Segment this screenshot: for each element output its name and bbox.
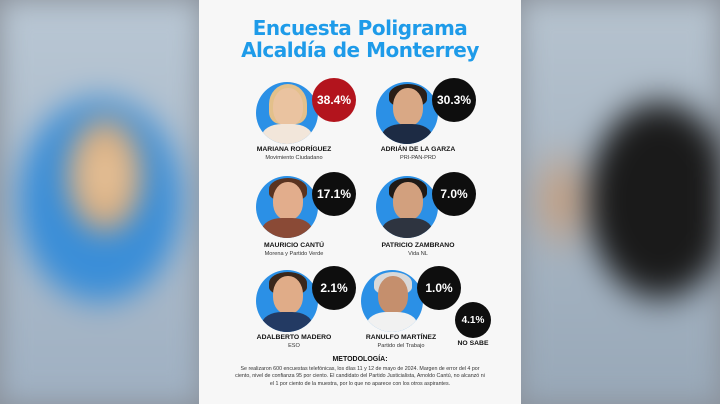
candidate-photo	[376, 176, 438, 238]
methodology-text: Se realizaron 600 encuestas telefónicas,…	[235, 366, 485, 387]
poster-title-line1: Encuesta Poligrama	[252, 16, 468, 40]
candidate-photo	[256, 82, 318, 144]
candidate-photo	[361, 270, 423, 332]
no-sabe-label: NO SABE	[457, 340, 489, 347]
candidate-card-mauricio: 17.1% MAURICIO CANTÚ Morena y Partido Ve…	[256, 170, 406, 280]
candidate-percent-badge: 38.4%	[312, 78, 356, 122]
candidate-name: PATRICIO ZAMBRANO	[381, 242, 455, 249]
candidate-card-adalberto: 2.1% ADALBERTO MADERO ESO	[256, 264, 406, 374]
blurred-background-left	[0, 0, 200, 404]
candidate-name: MARIANA RODRÍGUEZ	[256, 146, 332, 153]
poll-poster: Encuesta Poligrama Alcaldía de Monterrey…	[199, 0, 521, 404]
candidate-name: ADALBERTO MADERO	[256, 334, 332, 341]
candidate-percent-badge: 1.0%	[417, 266, 461, 310]
candidate-percent-badge: 30.3%	[432, 78, 476, 122]
candidate-party: Partido del Trabajo	[377, 343, 425, 349]
candidate-party: ESO	[288, 343, 300, 349]
blurred-background-right	[520, 0, 720, 404]
candidate-photo	[256, 270, 318, 332]
candidate-party: PRI-PAN-PRD	[400, 155, 436, 161]
candidate-photo	[376, 82, 438, 144]
candidate-percent-badge: 17.1%	[312, 172, 356, 216]
candidate-party: Morena y Partido Verde	[264, 251, 324, 257]
poster-title-line2: Alcaldía de Monterrey	[241, 38, 479, 62]
candidate-party: Movimiento Ciudadano	[265, 155, 323, 161]
candidate-name: RANULFO MARTÍNEZ	[365, 334, 437, 341]
candidate-party: Vida NL	[408, 251, 428, 257]
candidate-card-patricio: 7.0% PATRICIO ZAMBRANO Vida NL	[376, 170, 521, 280]
candidate-card-ranulfo: 1.0% RANULFO MARTÍNEZ Partido del Trabaj…	[361, 264, 511, 374]
candidate-photo	[256, 176, 318, 238]
no-sabe-percent-badge: 4.1%	[455, 302, 491, 338]
candidate-percent-badge: 7.0%	[432, 172, 476, 216]
candidate-percent-badge: 2.1%	[312, 266, 356, 310]
candidate-name: ADRIÁN DE LA GARZA	[380, 146, 456, 153]
candidate-card-adrian: 30.3% ADRIÁN DE LA GARZA PRI-PAN-PRD	[376, 76, 521, 186]
candidate-name: MAURICIO CANTÚ	[263, 242, 325, 249]
methodology-title: METODOLOGÍA:	[332, 356, 388, 363]
candidate-card-mariana: 38.4% MARIANA RODRÍGUEZ Movimiento Ciuda…	[256, 76, 406, 186]
